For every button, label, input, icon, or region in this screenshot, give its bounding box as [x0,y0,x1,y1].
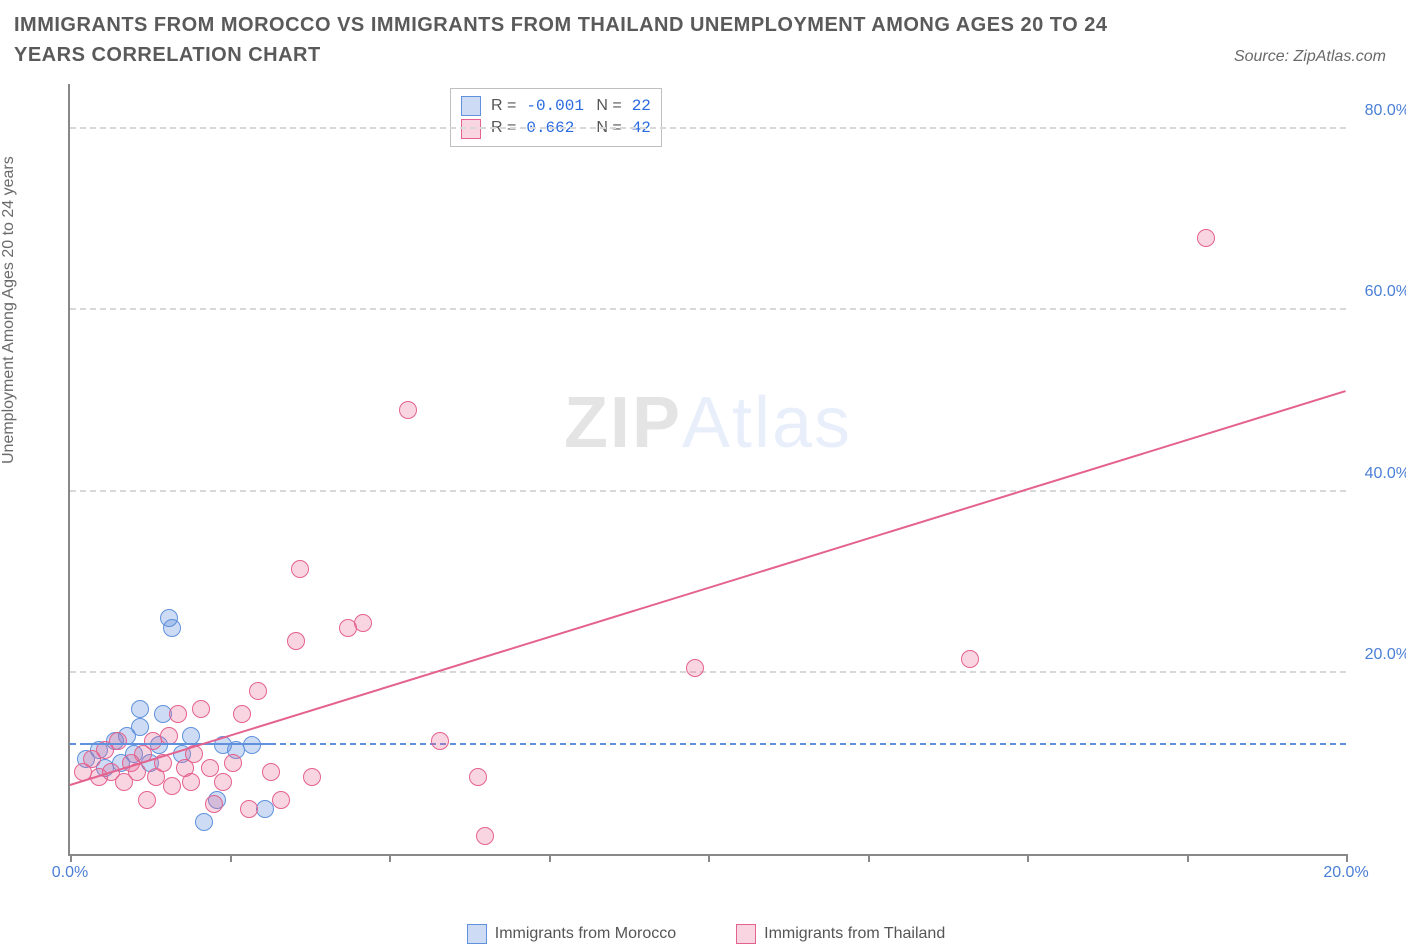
data-point-thailand [469,768,487,786]
x-tick [230,854,232,862]
data-point-thailand [476,827,494,845]
legend-item: Immigrants from Thailand [736,924,945,944]
data-point-thailand [1197,229,1215,247]
stat-row: R = -0.001 N = 22 [461,95,651,117]
watermark-atlas: Atlas [682,383,852,463]
grid-line [70,127,1346,129]
data-point-thailand [399,401,417,419]
data-point-thailand [262,763,280,781]
data-point-thailand [205,795,223,813]
x-tick-label: 0.0% [52,864,88,882]
data-point-thailand [303,768,321,786]
data-point-thailand [169,705,187,723]
data-point-thailand [224,754,242,772]
y-tick-label: 40.0% [1365,465,1406,483]
data-point-morocco [243,736,261,754]
y-tick-label: 60.0% [1365,283,1406,301]
legend-label: Immigrants from Thailand [764,925,945,943]
x-tick [868,854,870,862]
x-tick [389,854,391,862]
data-point-thailand [287,632,305,650]
data-point-morocco [163,619,181,637]
x-tick [1187,854,1189,862]
legend-label: Immigrants from Morocco [495,925,676,943]
legend-swatch [461,96,481,116]
stat-r-value: -0.001 [526,95,586,117]
data-point-morocco [256,800,274,818]
watermark: ZIPAtlas [564,382,852,464]
data-point-morocco [131,700,149,718]
data-point-thailand [109,732,127,750]
data-point-thailand [249,682,267,700]
y-tick-label: 80.0% [1365,102,1406,120]
x-tick [549,854,551,862]
source-attribution: Source: ZipAtlas.com [1234,48,1386,66]
data-point-thailand [163,777,181,795]
stat-r-label: R = [491,95,516,117]
data-point-thailand [961,650,979,668]
grid-line [70,671,1346,673]
stat-n-label: N = [596,95,621,117]
chart-title: IMMIGRANTS FROM MOROCCO VS IMMIGRANTS FR… [14,10,1164,70]
data-point-thailand [431,732,449,750]
y-tick-label: 20.0% [1365,646,1406,664]
data-point-thailand [214,773,232,791]
data-point-thailand [272,791,290,809]
grid-line [70,490,1346,492]
data-point-thailand [192,700,210,718]
data-point-thailand [291,560,309,578]
watermark-zip: ZIP [564,383,682,463]
x-tick [1027,854,1029,862]
x-tick [708,854,710,862]
data-point-thailand [354,614,372,632]
data-point-morocco [195,813,213,831]
scatter-plot: ZIPAtlas R =-0.001N =22R = 0.662N =42 20… [68,84,1346,856]
chart-container: Unemployment Among Ages 20 to 24 years Z… [14,84,1392,914]
data-point-thailand [240,800,258,818]
x-tick-label: 20.0% [1323,864,1368,882]
legend: Immigrants from Morocco Immigrants from T… [68,924,1344,944]
correlation-stats-box: R =-0.001N =22R = 0.662N =42 [450,88,662,147]
legend-swatch [467,924,487,944]
legend-swatch [736,924,756,944]
data-point-thailand [138,791,156,809]
trend-line-thailand [70,390,1347,786]
data-point-thailand [686,659,704,677]
y-axis-label: Unemployment Among Ages 20 to 24 years [0,156,18,464]
stat-n-value: 22 [632,95,651,117]
data-point-thailand [182,773,200,791]
x-tick [1346,854,1348,862]
legend-item: Immigrants from Morocco [467,924,676,944]
data-point-thailand [233,705,251,723]
grid-line [70,308,1346,310]
x-tick [70,854,72,862]
trend-line-morocco [83,743,274,745]
